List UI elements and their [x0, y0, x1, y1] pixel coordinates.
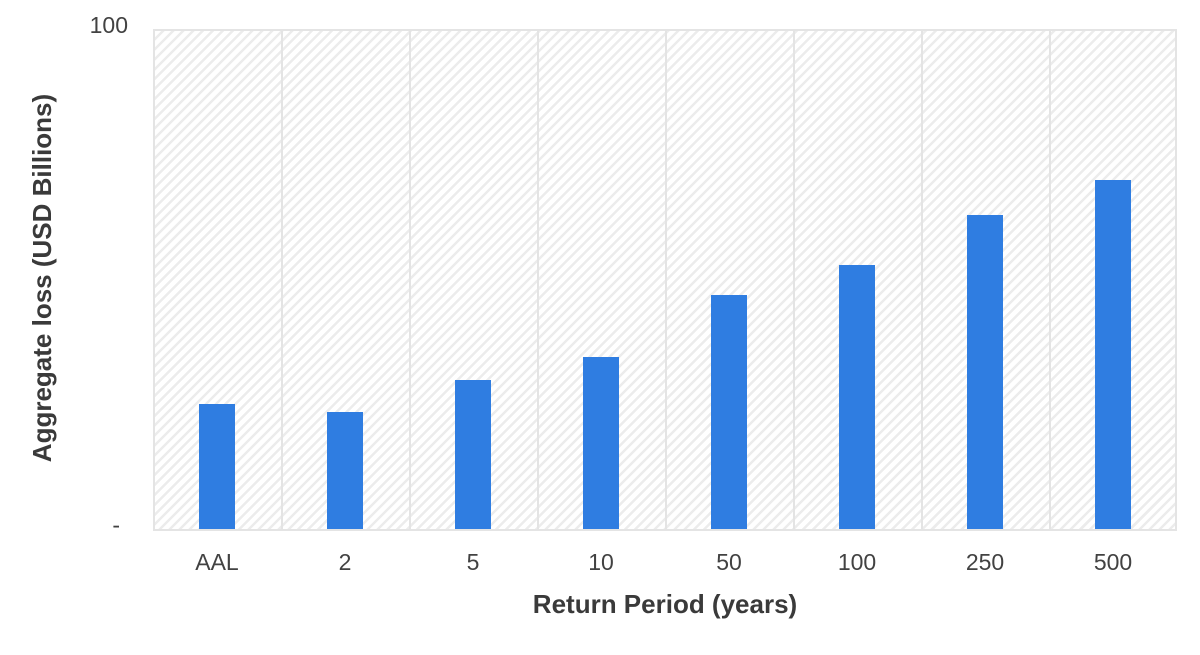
x-tick-label-5: 5: [466, 549, 480, 575]
gridline: [537, 31, 539, 529]
bar-AAL: [199, 404, 235, 529]
x-tick-label-2: 2: [338, 549, 352, 575]
gridline: [921, 31, 923, 529]
bar-2: [327, 412, 363, 529]
gridline: [409, 31, 411, 529]
x-axis-title: Return Period (years): [532, 589, 798, 619]
x-tick-label-250: 250: [965, 549, 1005, 575]
gridline: [1049, 31, 1051, 529]
bar-250: [967, 215, 1003, 529]
bar-100: [839, 265, 875, 529]
x-tick-label-500: 500: [1093, 549, 1133, 575]
bar-10: [583, 357, 619, 529]
y-tick-label-100: 100: [89, 12, 128, 38]
gridline: [665, 31, 667, 529]
y-tick-label-zero: -: [112, 512, 120, 538]
bar-5: [455, 380, 491, 529]
gridline: [793, 31, 795, 529]
gridline: [281, 31, 283, 529]
plot-area: [153, 29, 1177, 531]
x-tick-label-10: 10: [588, 549, 614, 575]
x-tick-label-50: 50: [716, 549, 742, 575]
bar-50: [711, 295, 747, 529]
bar-500: [1095, 180, 1131, 529]
x-tick-label-100: 100: [837, 549, 877, 575]
x-tick-label-AAL: AAL: [195, 549, 239, 575]
x-axis-tick-labels: AAL 2 5 10 50 100 250 500: [153, 549, 1177, 576]
y-axis-title: Aggregate loss (USD Billions): [27, 93, 57, 463]
